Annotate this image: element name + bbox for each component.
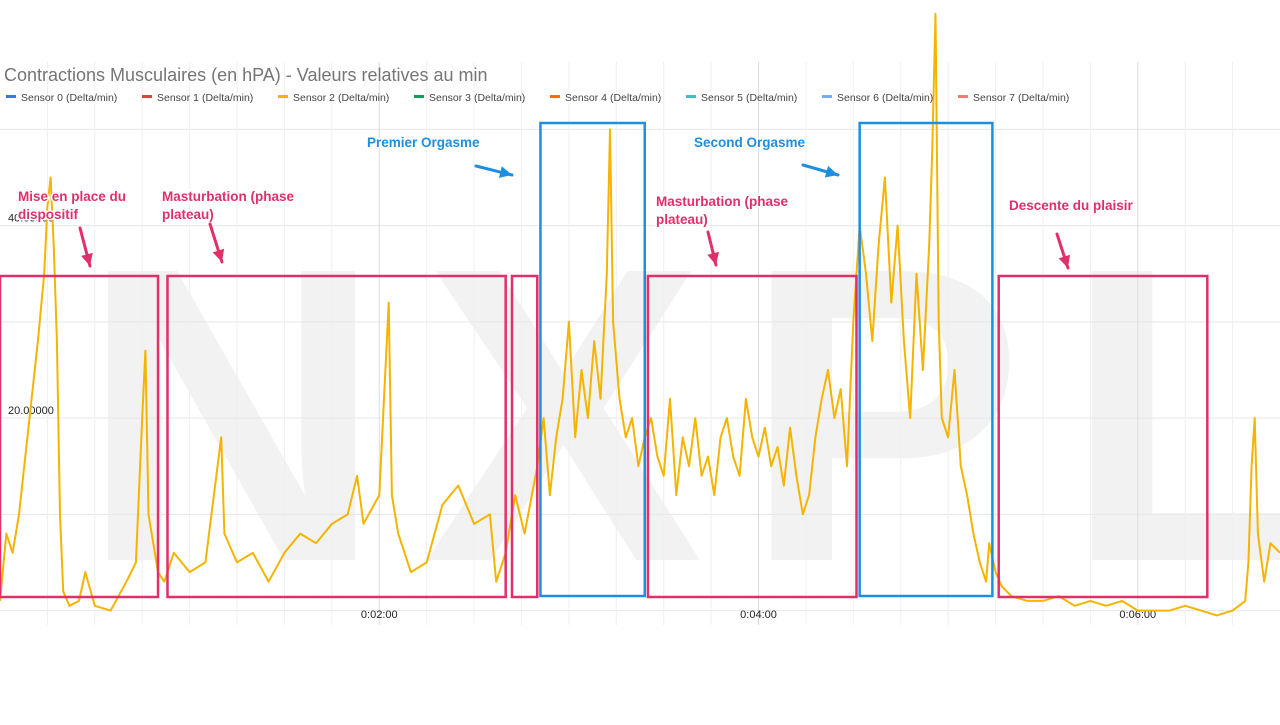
legend-label: Sensor 4 (Delta/min) bbox=[565, 92, 661, 104]
legend-swatch bbox=[278, 95, 288, 98]
phase-box-orgasm1 bbox=[539, 121, 646, 598]
legend-swatch bbox=[958, 95, 968, 98]
legend-label: Sensor 1 (Delta/min) bbox=[157, 92, 253, 104]
annotation-label-plateau2: Masturbation (phase bbox=[656, 194, 789, 209]
annotation-label-orgasm2: Second Orgasme bbox=[694, 135, 806, 150]
annotation-label-orgasm1: Premier Orgasme bbox=[367, 135, 480, 150]
legend-label: Sensor 7 (Delta/min) bbox=[973, 92, 1069, 104]
annotation-arrowhead-orgasm1 bbox=[498, 166, 512, 178]
series-line-sensor-2 bbox=[0, 12, 1280, 617]
legend-label: Sensor 5 (Delta/min) bbox=[701, 92, 797, 104]
legend-item[interactable]: Sensor 1 (Delta/min) bbox=[142, 92, 253, 104]
annotation-label-plateau1: plateau) bbox=[162, 207, 214, 222]
legend-item[interactable]: Sensor 5 (Delta/min) bbox=[686, 92, 797, 104]
watermark-text: NXPL bbox=[80, 181, 1280, 650]
chart-title: Contractions Musculaires (en hPA) - Vale… bbox=[4, 65, 488, 85]
phase-annotations: Mise en place du dispositif Masturbation (… bbox=[17, 134, 1135, 270]
x-tick-label: 0:06:00 bbox=[1119, 609, 1156, 621]
legend-item[interactable]: Sensor 3 (Delta/min) bbox=[414, 92, 525, 104]
series bbox=[0, 12, 1280, 617]
legend-swatch bbox=[6, 95, 16, 98]
annotation-label-setup: Mise en place du bbox=[18, 189, 126, 204]
legend-item[interactable]: Sensor 2 (Delta/min) bbox=[278, 92, 389, 104]
legend-swatch bbox=[550, 95, 560, 98]
legend-item[interactable]: Sensor 0 (Delta/min) bbox=[6, 92, 117, 104]
legend-label: Sensor 2 (Delta/min) bbox=[293, 92, 389, 104]
legend-swatch bbox=[822, 95, 832, 98]
grid bbox=[0, 62, 1280, 625]
phase-box-setup bbox=[0, 274, 160, 599]
legend: Sensor 0 (Delta/min) Sensor 1 (Delta/min)… bbox=[6, 92, 1069, 104]
legend-label: Sensor 0 (Delta/min) bbox=[21, 92, 117, 104]
x-tick-label: 0:02:00 bbox=[361, 609, 398, 621]
watermark: NXPL bbox=[80, 181, 1280, 650]
annotation-label-setup: dispositif bbox=[18, 207, 79, 222]
phase-box-plateau2 bbox=[646, 274, 858, 599]
x-axis-ticks: 0:02:00 0:04:00 0:06:00 bbox=[361, 609, 1156, 621]
annotation-arrowhead-descent bbox=[1058, 254, 1071, 268]
phase-box-descent bbox=[997, 274, 1209, 599]
legend-swatch bbox=[686, 95, 696, 98]
phase-box-small bbox=[510, 274, 539, 599]
annotation-arrowhead-setup bbox=[81, 252, 93, 266]
annotation-label-plateau1: Masturbation (phase bbox=[162, 189, 295, 204]
x-tick-label: 0:04:00 bbox=[740, 609, 777, 621]
y-tick-label: 40.00000 bbox=[8, 213, 54, 225]
legend-swatch bbox=[142, 95, 152, 98]
legend-item[interactable]: Sensor 4 (Delta/min) bbox=[550, 92, 661, 104]
phase-boxes bbox=[0, 121, 1209, 599]
legend-swatch bbox=[414, 95, 424, 98]
legend-label: Sensor 6 (Delta/min) bbox=[837, 92, 933, 104]
phase-box-plateau1 bbox=[166, 274, 507, 599]
annotation-label-plateau2: plateau) bbox=[656, 212, 708, 227]
annotation-label-descent: Descente du plaisir bbox=[1009, 198, 1134, 213]
legend-item[interactable]: Sensor 6 (Delta/min) bbox=[822, 92, 933, 104]
annotation-arrowhead-plateau2 bbox=[707, 251, 720, 265]
annotation-arrowhead-orgasm2 bbox=[824, 165, 838, 178]
legend-item[interactable]: Sensor 7 (Delta/min) bbox=[958, 92, 1069, 104]
annotation-arrowhead-plateau1 bbox=[212, 248, 225, 262]
phase-box-orgasm2 bbox=[858, 121, 994, 598]
legend-label: Sensor 3 (Delta/min) bbox=[429, 92, 525, 104]
